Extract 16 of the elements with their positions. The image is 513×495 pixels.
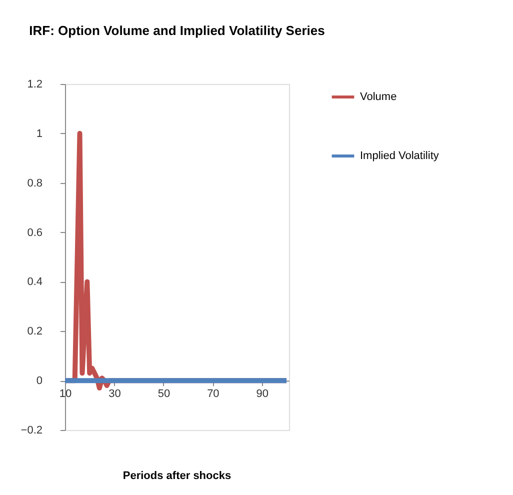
legend-label: Volume — [360, 91, 397, 103]
y-tick-label: 0.6 — [27, 226, 42, 239]
y-tick-label: 0.8 — [27, 177, 42, 190]
y-tick-label: 0.2 — [27, 326, 42, 338]
y-tick-label: 1.2 — [27, 78, 42, 90]
x-tick-label: 50 — [158, 388, 170, 400]
legend-label: Implied Volatility — [360, 150, 440, 162]
x-tick-label: 70 — [207, 388, 220, 400]
x-axis-title: Periods after shocks — [122, 470, 232, 482]
y-tick-label: 0.4 — [27, 276, 42, 288]
x-tick-label: 90 — [256, 388, 269, 400]
y-tick-label: 1 — [36, 128, 42, 140]
x-tick-label: 30 — [108, 388, 121, 400]
y-tick-label: 0 — [36, 375, 42, 388]
y-tick-label: −0.2 — [20, 424, 42, 436]
chart-title: IRF: Option Volume and Implied Volatility Series — [29, 23, 325, 38]
